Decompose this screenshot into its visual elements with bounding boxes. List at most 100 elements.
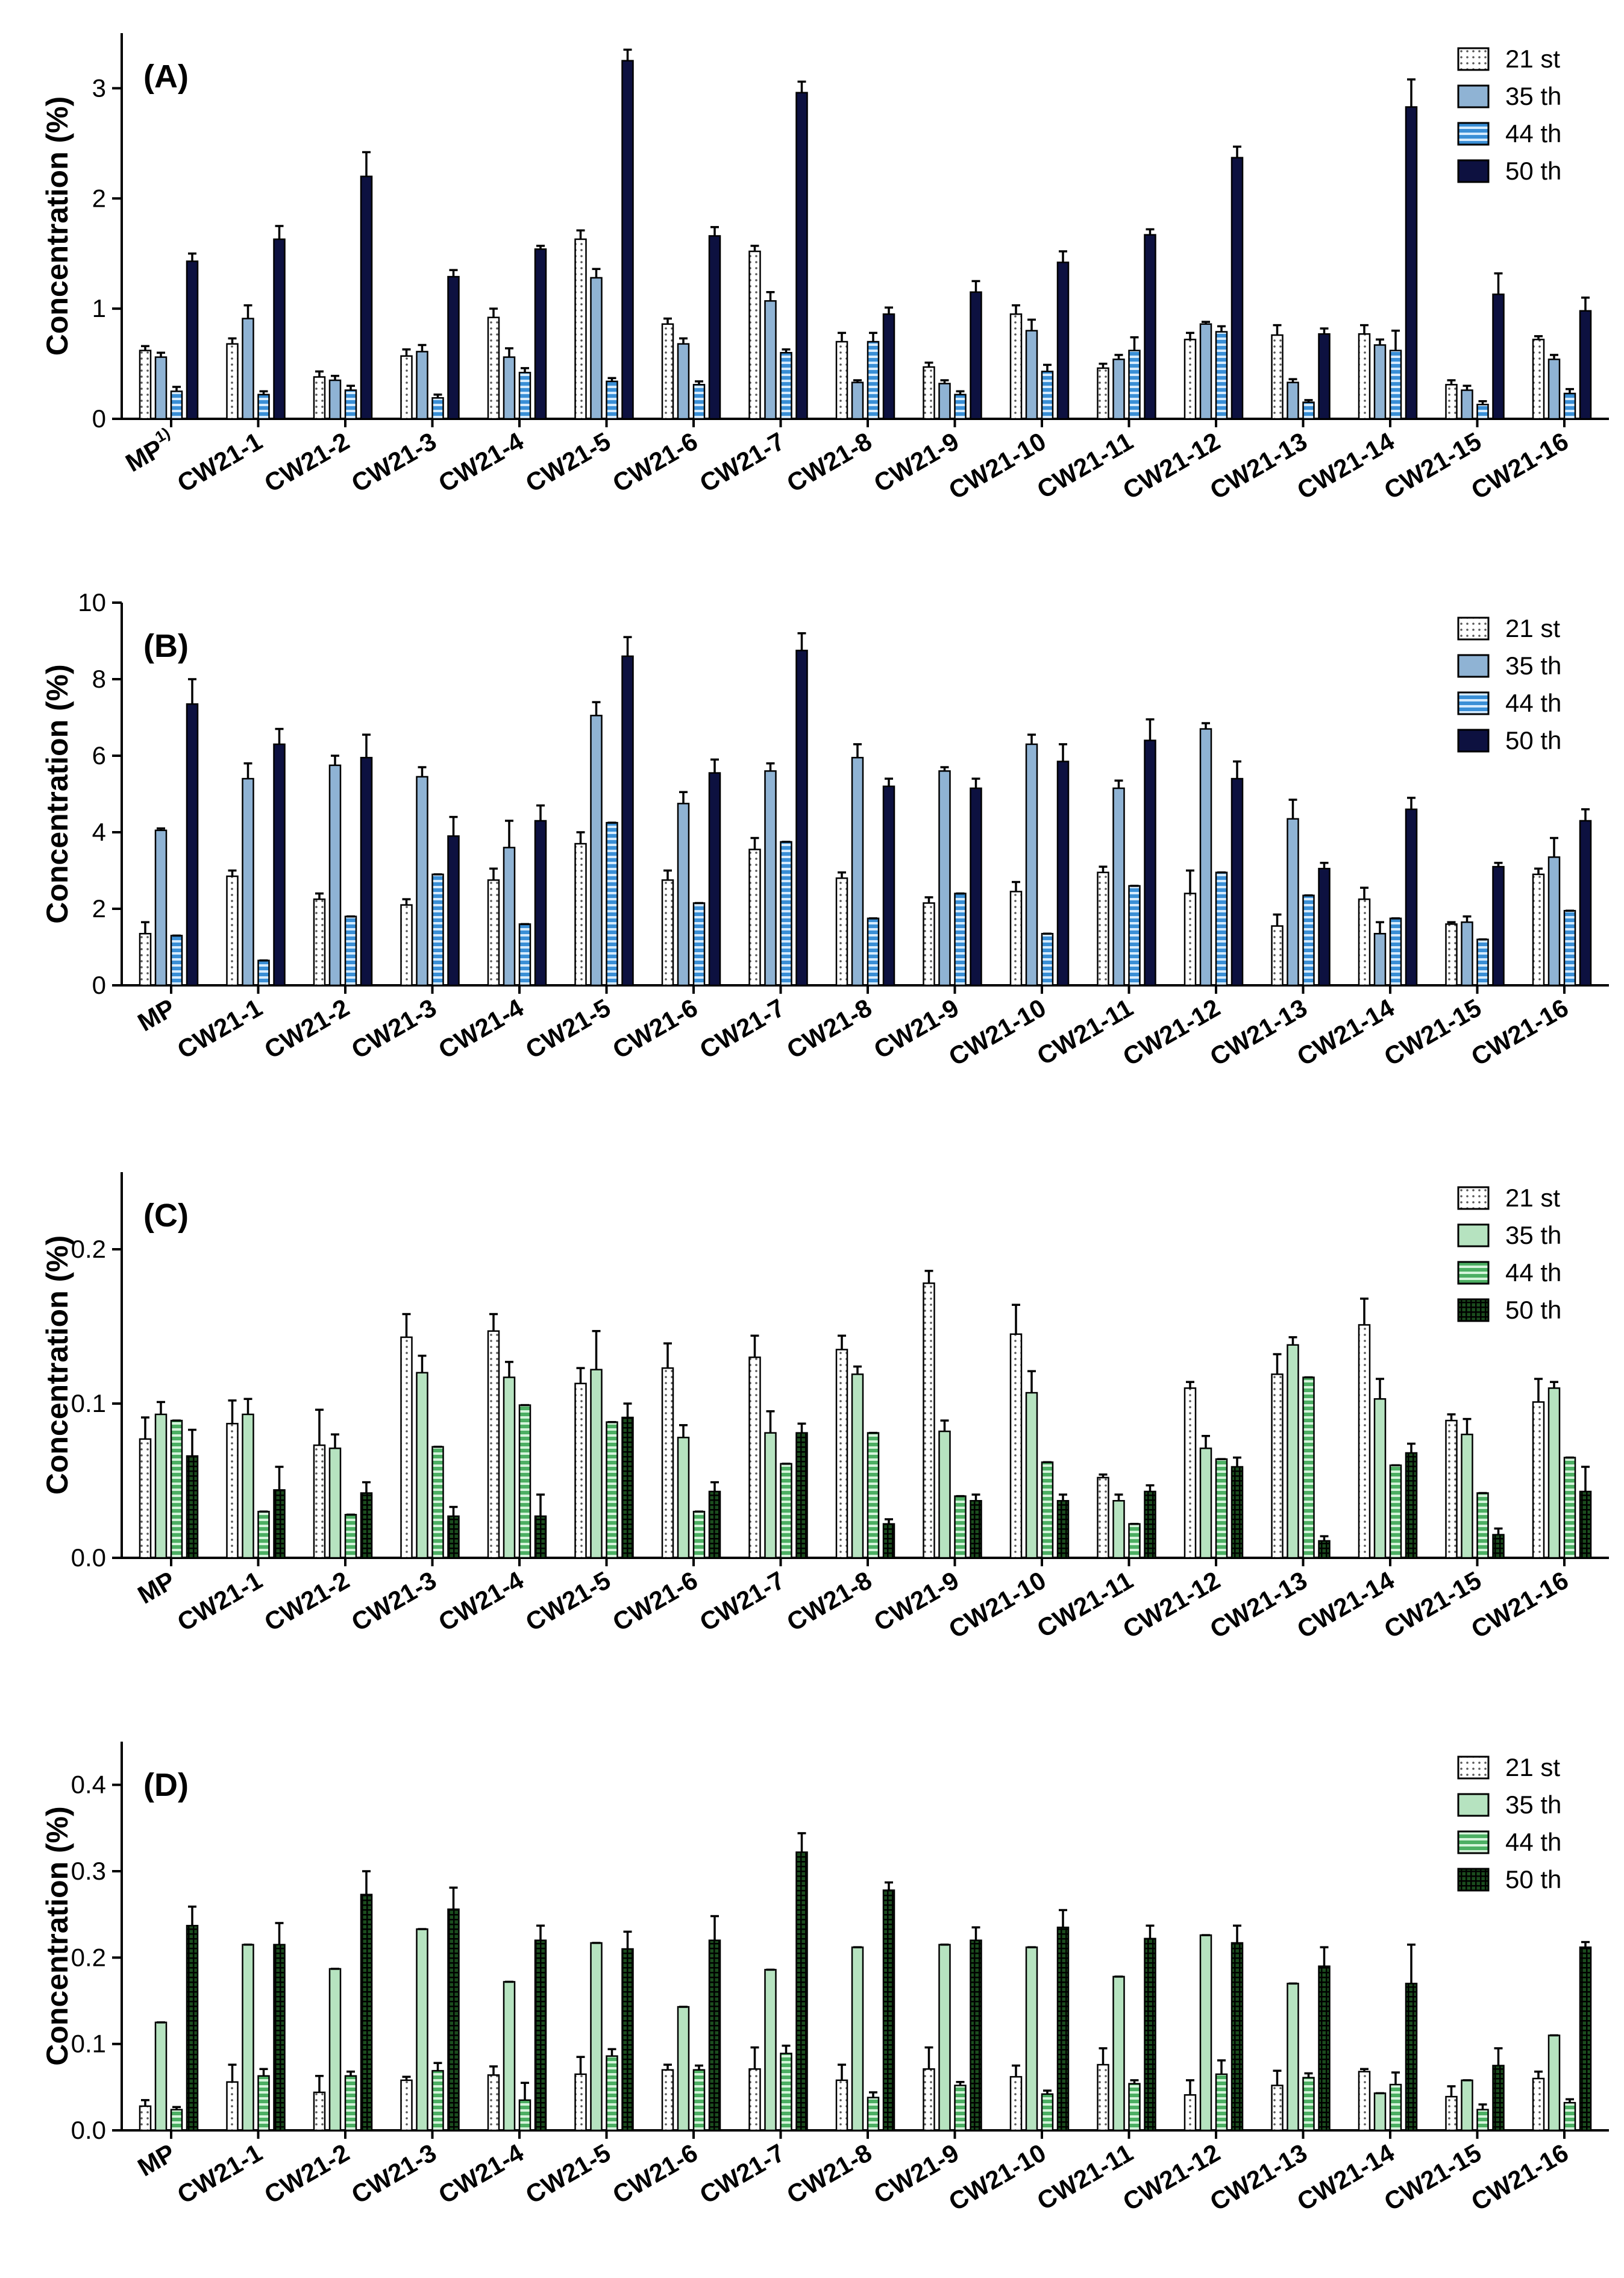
bar-44th-cw21-11	[1128, 1523, 1141, 1559]
y-tick-label: 3	[92, 74, 106, 102]
bar-35th-cw21-2	[328, 1447, 342, 1559]
bar-35th-cw21-2	[328, 1968, 342, 2132]
panel-label: (C)	[143, 1197, 189, 1234]
x-category-label: CW21-7	[695, 1566, 789, 1637]
bar-44th-mp	[170, 1419, 183, 1559]
x-category-label: CW21-1	[172, 2138, 267, 2209]
bar-21st-cw21-10	[1009, 891, 1023, 987]
bar-21st-cw21-15	[1445, 384, 1458, 420]
bar-21st-cw21-6	[661, 879, 674, 987]
bar-21st-mp	[139, 933, 152, 987]
bar-21st-cw21-11	[1097, 367, 1109, 420]
bar-35th-cw21-15	[1461, 1433, 1473, 1559]
bar-44th-cw21-1	[257, 1510, 270, 1559]
bar-35th-cw21-8	[851, 381, 864, 420]
bar-35th-cw21-5	[590, 1942, 603, 2132]
bar-35th-cw21-15	[1461, 921, 1473, 987]
x-category-label: CW21-14	[1292, 1566, 1399, 1644]
bar-21st-cw21-1	[226, 875, 239, 987]
x-category-label: CW21-15	[1379, 993, 1486, 1071]
bar-21st-cw21-2	[313, 1444, 326, 1559]
bar-50th-cw21-7	[795, 1851, 808, 2132]
legend-swatch	[1457, 1793, 1490, 1817]
y-tick-label: 0.4	[71, 1771, 106, 1799]
y-tick-label: 8	[92, 665, 106, 693]
legend-swatch	[1457, 729, 1490, 753]
bar-35th-cw21-2	[328, 379, 342, 420]
legend-label: 44 th	[1505, 1828, 1561, 1856]
panel-label: (D)	[143, 1767, 189, 1803]
bar-21st-cw21-13	[1271, 925, 1284, 987]
bar-44th-cw21-13	[1302, 2077, 1315, 2132]
bar-35th-cw21-9	[938, 383, 951, 420]
bar-21st-mp	[139, 1438, 152, 1559]
legend-label: 44 th	[1505, 689, 1561, 717]
x-category-label: CW21-14	[1292, 427, 1399, 505]
x-category-label: CW21-8	[782, 993, 877, 1064]
bar-21st-cw21-2	[313, 898, 326, 987]
legend-label: 50 th	[1505, 726, 1561, 755]
x-category-label: CW21-5	[521, 1566, 615, 1637]
x-category-label: CW21-2	[260, 2138, 354, 2209]
bar-44th-cw21-7	[780, 352, 792, 420]
bar-44th-cw21-9	[954, 1495, 967, 1559]
bar-35th-cw21-8	[851, 1946, 864, 2132]
bar-44th-cw21-16	[1563, 392, 1576, 420]
legend-label: 21 st	[1505, 614, 1560, 642]
bar-21st-cw21-8	[835, 340, 848, 420]
x-category-label: CW21-15	[1379, 1566, 1486, 1643]
bar-50th-cw21-2	[360, 756, 373, 987]
bar-50th-cw21-9	[970, 787, 982, 987]
bar-21st-cw21-8	[835, 877, 848, 987]
bar-21st-cw21-4	[487, 1330, 500, 1559]
bar-35th-cw21-1	[242, 318, 254, 420]
bar-35th-cw21-11	[1112, 1975, 1125, 2132]
x-category-label: CW21-8	[782, 2138, 877, 2209]
bar-50th-cw21-12	[1231, 157, 1244, 420]
bar-21st-cw21-13	[1271, 2085, 1284, 2132]
bar-35th-cw21-9	[938, 770, 951, 987]
bar-35th-cw21-1	[242, 777, 254, 987]
bar-35th-cw21-10	[1025, 1392, 1038, 1559]
bar-50th-cw21-16	[1579, 310, 1592, 420]
x-category-label: CW21-8	[782, 427, 877, 498]
legend-label: 21 st	[1505, 1753, 1560, 1781]
bar-21st-cw21-10	[1009, 1333, 1023, 1559]
bar-44th-mp	[170, 2109, 183, 2132]
bar-50th-cw21-5	[621, 1416, 634, 1559]
bar-44th-cw21-5	[606, 1421, 618, 1559]
footnote-superscript: 1)	[152, 424, 173, 447]
x-category-label: CW21-12	[1118, 2138, 1224, 2216]
bar-50th-cw21-5	[621, 60, 634, 420]
bar-44th-cw21-13	[1302, 401, 1315, 420]
bar-21st-cw21-12	[1184, 893, 1197, 987]
x-category-label: CW21-2	[260, 1566, 354, 1637]
x-category-label: CW21-5	[521, 2138, 615, 2209]
bar-21st-mp	[139, 350, 152, 420]
bar-21st-cw21-16	[1532, 1401, 1545, 1559]
bar-50th-mp	[186, 1925, 199, 2132]
bar-21st-cw21-6	[661, 323, 674, 420]
bar-35th-cw21-9	[938, 1944, 951, 2132]
x-category-label: CW21-5	[521, 993, 615, 1064]
legend-swatch	[1457, 122, 1490, 146]
bar-21st-cw21-13	[1271, 1373, 1284, 1559]
legend-label: 21 st	[1505, 45, 1560, 73]
bar-44th-cw21-13	[1302, 1376, 1315, 1559]
bar-35th-cw21-14	[1373, 1398, 1387, 1559]
bar-21st-cw21-16	[1532, 339, 1545, 420]
bar-35th-cw21-12	[1199, 323, 1212, 420]
bar-21st-cw21-1	[226, 1423, 239, 1559]
bar-35th-cw21-13	[1287, 1344, 1299, 1559]
bar-50th-cw21-11	[1144, 739, 1156, 987]
bar-44th-cw21-8	[867, 2097, 880, 2132]
bar-50th-cw21-15	[1492, 865, 1505, 987]
bar-21st-cw21-4	[487, 2074, 500, 2132]
bar-44th-cw21-10	[1041, 933, 1054, 987]
bar-35th-cw21-15	[1461, 2079, 1473, 2132]
bar-44th-cw21-3	[431, 1446, 444, 1559]
bar-44th-cw21-7	[780, 841, 792, 987]
